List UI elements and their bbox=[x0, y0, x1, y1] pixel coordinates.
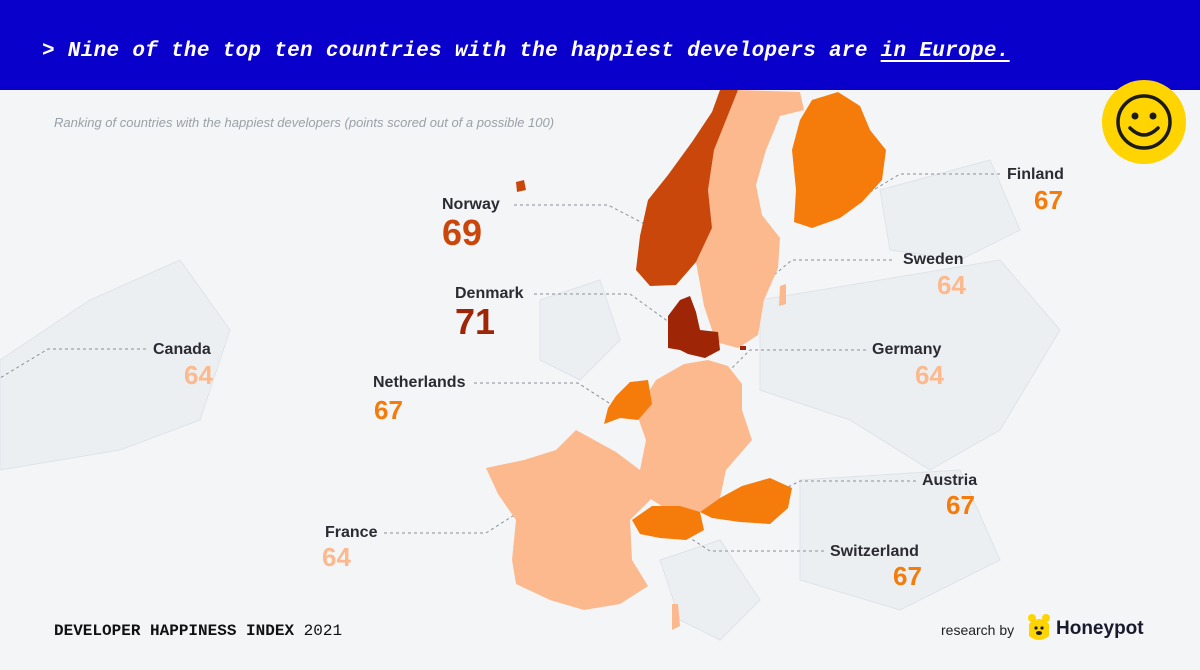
label-switzerland: Switzerland bbox=[830, 543, 919, 560]
score-switzerland: 67 bbox=[893, 561, 922, 591]
honeypot-bear-icon bbox=[1026, 612, 1052, 642]
report-title-text: DEVELOPER HAPPINESS INDEX bbox=[54, 622, 295, 640]
corsica-island bbox=[672, 604, 680, 630]
germany-shape bbox=[636, 360, 752, 512]
label-sweden: Sweden bbox=[903, 251, 964, 268]
label-france: France bbox=[325, 524, 378, 541]
europe-map bbox=[0, 90, 1061, 641]
headline: > Nine of the top ten countries with the… bbox=[42, 40, 1010, 63]
score-france: 64 bbox=[322, 542, 351, 572]
label-germany: Germany bbox=[872, 341, 942, 358]
france-leader bbox=[384, 504, 531, 534]
score-finland: 67 bbox=[1034, 185, 1063, 215]
smiley-face-icon bbox=[1102, 80, 1186, 164]
report-title: DEVELOPER HAPPINESS INDEX 2021 bbox=[54, 622, 342, 640]
label-denmark: Denmark bbox=[455, 285, 524, 302]
research-by-label: research by bbox=[941, 622, 1015, 638]
report-year: 2021 bbox=[303, 622, 343, 640]
label-norway: Norway bbox=[442, 196, 500, 213]
norway-island-a bbox=[516, 180, 526, 192]
canada-leader bbox=[0, 348, 146, 379]
finland-shape bbox=[792, 92, 886, 228]
score-sweden: 64 bbox=[937, 270, 966, 300]
germany-leader bbox=[721, 349, 866, 379]
score-germany: 64 bbox=[915, 360, 944, 390]
label-austria: Austria bbox=[922, 472, 978, 489]
score-denmark: 71 bbox=[455, 301, 496, 342]
headline-text: > Nine of the top ten countries with the… bbox=[42, 40, 881, 63]
denmark-island bbox=[740, 346, 746, 350]
denmark-shape bbox=[668, 296, 720, 358]
label-finland: Finland bbox=[1007, 166, 1064, 183]
sweden-shape bbox=[696, 90, 804, 348]
austria-shape bbox=[700, 478, 792, 524]
netherlands-leader bbox=[474, 382, 613, 406]
score-norway: 69 bbox=[442, 212, 483, 253]
switzerland-shape bbox=[632, 506, 704, 540]
subtitle: Ranking of countries with the happiest d… bbox=[54, 115, 555, 130]
header-banner: > Nine of the top ten countries with the… bbox=[0, 0, 1200, 90]
honeypot-logo-text[interactable]: Honeypot bbox=[1056, 618, 1144, 639]
score-austria: 67 bbox=[946, 490, 975, 520]
background-land bbox=[0, 159, 1061, 641]
score-canada: 64 bbox=[184, 360, 213, 390]
label-canada: Canada bbox=[153, 341, 211, 358]
netherlands-shape bbox=[604, 380, 652, 424]
label-netherlands: Netherlands bbox=[373, 374, 466, 391]
norway-leader bbox=[514, 204, 661, 233]
headline-link[interactable]: in Europe. bbox=[880, 40, 1010, 63]
denmark-leader bbox=[534, 293, 681, 331]
score-netherlands: 67 bbox=[374, 395, 403, 425]
france-shape bbox=[486, 430, 652, 610]
gotland-island bbox=[779, 284, 786, 306]
norway-shape bbox=[636, 90, 738, 286]
